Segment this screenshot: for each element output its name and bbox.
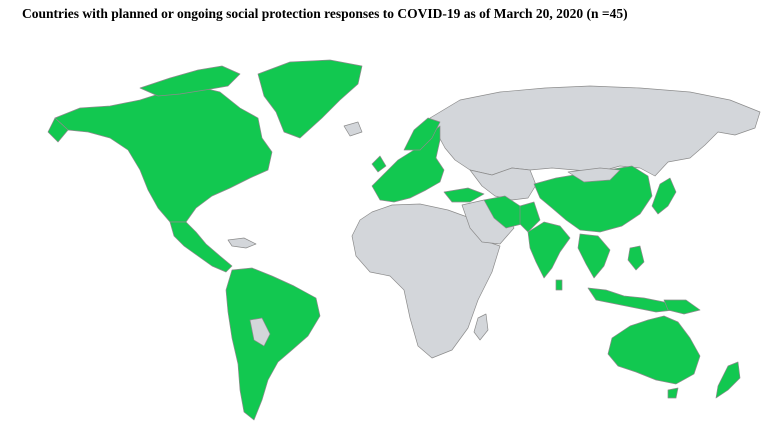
- region-iceland: [343, 121, 363, 137]
- region-india: [527, 221, 571, 279]
- region-africa: [351, 203, 501, 359]
- region-turkey: [443, 187, 485, 203]
- region-new-zealand: [715, 361, 741, 399]
- region-philippines: [627, 245, 645, 271]
- region-caribbean: [227, 237, 257, 249]
- region-central-america: [169, 221, 233, 273]
- region-tasmania: [667, 387, 679, 399]
- region-new-guinea: [663, 299, 701, 315]
- region-central-asia: [469, 167, 537, 201]
- region-madagascar: [473, 313, 489, 341]
- region-mongolia: [567, 167, 621, 183]
- region-pakistan: [519, 201, 541, 233]
- region-sri-lanka: [555, 279, 563, 291]
- region-indonesia: [587, 287, 675, 313]
- region-scandinavia: [403, 117, 441, 151]
- region-europe: [371, 125, 445, 203]
- region-alaska: [47, 117, 69, 143]
- region-japan: [651, 177, 677, 215]
- region-arctic-islands: [139, 65, 241, 97]
- region-north-america: [54, 85, 273, 223]
- region-australia: [607, 315, 701, 385]
- map-land-layer: [47, 59, 761, 421]
- region-greenland: [257, 59, 363, 139]
- region-southeast-asia: [577, 233, 611, 279]
- map-title: Countries with planned or ongoing social…: [22, 6, 628, 21]
- region-uk: [371, 155, 387, 173]
- region-bolivia-paraguay: [249, 317, 271, 347]
- region-south-america: [225, 267, 321, 421]
- region-russia: [429, 85, 761, 177]
